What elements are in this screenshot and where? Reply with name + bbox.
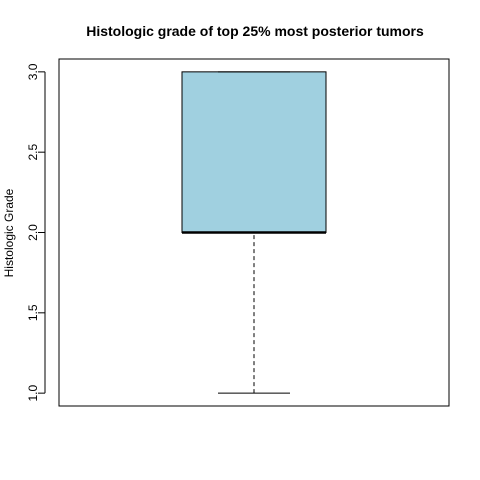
- y-tick-label: 3.0: [26, 63, 40, 80]
- y-axis: 1.0 1.5 2.0 2.5 3.0: [26, 63, 46, 401]
- y-axis-label: Histologic Grade: [2, 188, 16, 277]
- box-plot: [181, 71, 327, 394]
- iqr-box: [181, 71, 327, 233]
- chart-title: Histologic grade of top 25% most posteri…: [86, 23, 424, 39]
- plot-frame: [58, 58, 450, 407]
- y-tick-label: 2.5: [26, 144, 40, 161]
- y-tick-label: 1.0: [26, 384, 40, 401]
- y-tick-label: 2.0: [26, 224, 40, 241]
- y-tick-label: 1.5: [26, 304, 40, 321]
